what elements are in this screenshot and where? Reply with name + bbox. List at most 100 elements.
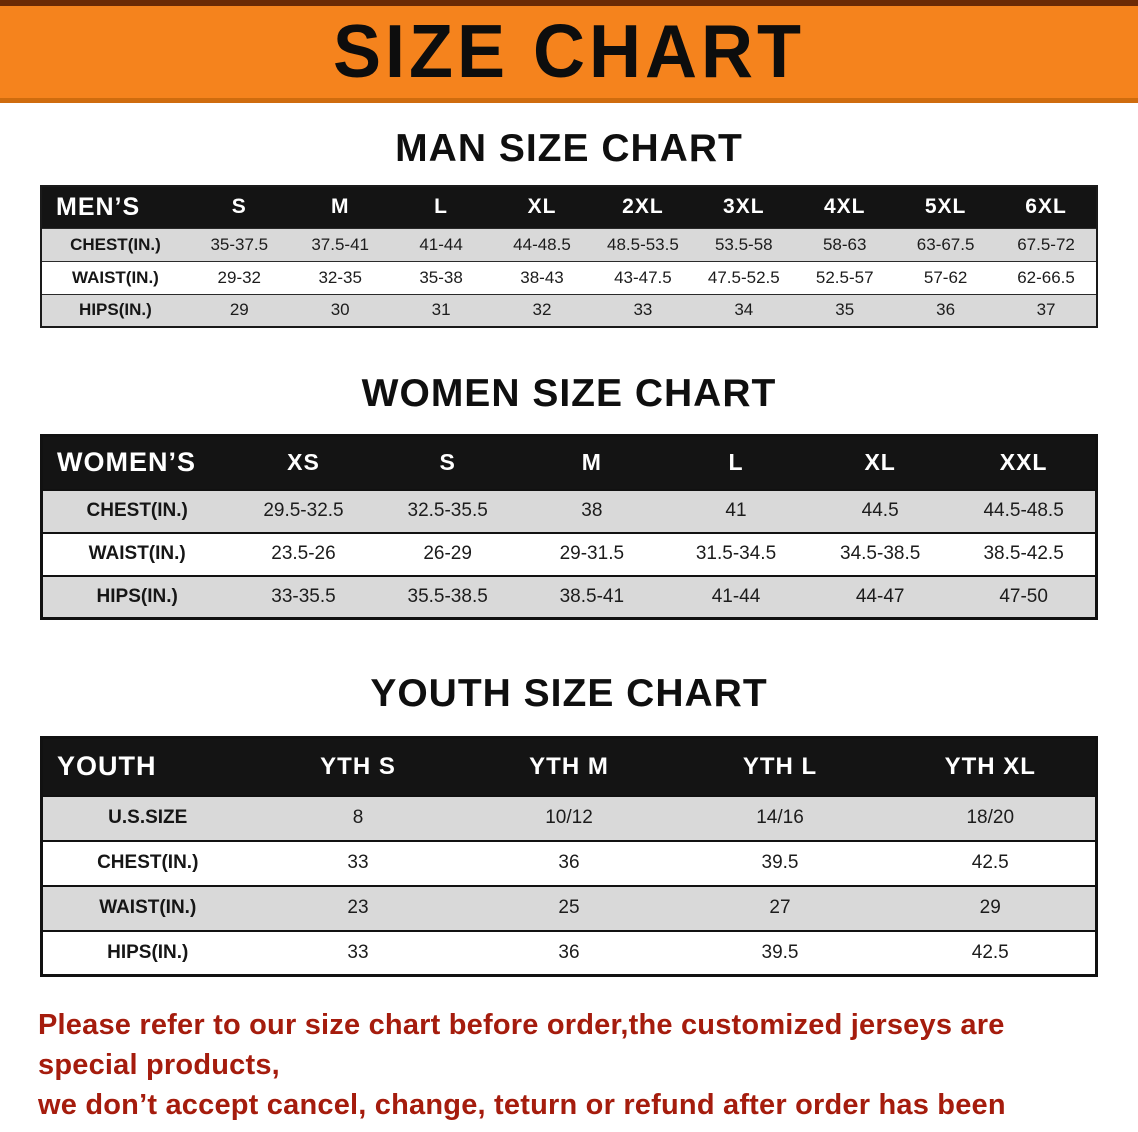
size-value-cell: 30: [330, 300, 350, 320]
size-column-header: L: [728, 449, 744, 476]
disclaimer-line-2: we don’t accept cancel, change, teturn o…: [38, 1089, 1006, 1132]
size-value-cell: 38: [581, 500, 603, 521]
size-value-cell: 44.5: [861, 500, 899, 521]
disclaimer: Please refer to our size chart before or…: [38, 1005, 1100, 1132]
size-value-cell: 31.5-34.5: [695, 543, 777, 564]
table-row: WAIST(IN.) 23.5-26 26-29 29-31.5 31.5-34.5 34…: [41, 532, 1097, 576]
size-value-cell: 63-67.5: [916, 234, 975, 254]
size-column-header: S: [231, 195, 247, 219]
table-row: HIPS(IN.) 33-35.5 35.5-38.5 38.5-41 41-44 44-…: [41, 575, 1097, 619]
table-row: CHEST(IN.) 35-37.5 37.5-41 41-44 44-48.5 48.5…: [41, 228, 1097, 261]
page-title: SIZE CHART: [333, 10, 805, 95]
row-label: CHEST(IN.): [97, 852, 199, 873]
sections-container: MAN SIZE CHART MEN’S S M L XL 2XL 3XL 4XL 5XL 6XL…: [0, 127, 1138, 977]
size-value-cell: 29-32: [217, 267, 262, 287]
size-value-cell: 23.5-26: [271, 543, 336, 564]
disclaimer-line-1: Please refer to our size chart before or…: [38, 1009, 1005, 1082]
size-value-cell: 37.5-41: [311, 234, 370, 254]
table-row: CHEST(IN.) 33 36 39.5 42.5: [41, 840, 1097, 886]
size-column-header: YTH S: [320, 752, 396, 780]
size-column-header: XL: [527, 195, 557, 219]
size-value-cell: 36: [936, 300, 956, 320]
size-value-cell: 8: [352, 807, 364, 828]
row-label: CHEST(IN.): [86, 500, 188, 521]
row-label: HIPS(IN.): [96, 585, 178, 607]
size-value-cell: 67.5-72: [1017, 234, 1075, 254]
size-value-cell: 31: [431, 300, 451, 320]
size-column-header: XS: [287, 449, 320, 476]
size-table: YOUTH YTH S YTH M YTH L YTH XL U.S.SIZE 8 10/1…: [40, 736, 1098, 977]
size-column-header: XXL: [999, 449, 1048, 476]
size-column-header: YTH L: [742, 752, 818, 780]
size-value-cell: 44.5-48.5: [983, 500, 1064, 521]
table-row: HIPS(IN.) 33 36 39.5 42.5: [41, 930, 1097, 976]
size-value-cell: 32-35: [318, 267, 362, 287]
size-value-cell: 34.5-38.5: [840, 543, 921, 564]
size-value-cell: 41-44: [711, 585, 761, 607]
row-label: HIPS(IN.): [107, 941, 189, 963]
size-value-cell: 42.5: [971, 941, 1009, 963]
size-table: MEN’S S M L XL 2XL 3XL 4XL 5XL 6XL CHEST(IN.) 35-3…: [40, 185, 1098, 328]
section-heading: WOMEN SIZE CHART: [361, 372, 777, 415]
size-value-cell: 32.5-35.5: [407, 500, 488, 521]
size-value-cell: 33: [347, 941, 369, 963]
size-value-cell: 36: [558, 852, 580, 873]
size-value-cell: 39.5: [761, 941, 799, 963]
size-column-header: L: [434, 195, 448, 219]
table-header-row: WOMEN’S XS S M L XL XXL: [41, 435, 1097, 490]
size-value-cell: 29: [979, 897, 1001, 918]
size-value-cell: 47-50: [999, 585, 1048, 607]
size-value-cell: 35-37.5: [210, 234, 269, 254]
size-value-cell: 52.5-57: [815, 267, 874, 287]
size-value-cell: 48.5-53.5: [606, 234, 679, 254]
size-value-cell: 10/12: [545, 807, 593, 828]
row-label: U.S.SIZE: [108, 807, 188, 828]
size-value-cell: 38.5-41: [559, 585, 625, 607]
row-label: HIPS(IN.): [79, 300, 152, 320]
table-row: WAIST(IN.) 29-32 32-35 35-38 38-43 43-47.5 47.…: [41, 261, 1097, 294]
table-title-cell: WOMEN’S: [57, 447, 196, 478]
table-row: HIPS(IN.) 29 30 31 32 33 34 35 36 37: [41, 294, 1097, 327]
size-value-cell: 23: [347, 897, 369, 918]
size-column-header: M: [581, 449, 602, 476]
size-value-cell: 14/16: [756, 807, 804, 828]
size-column-header: 4XL: [823, 195, 866, 219]
size-value-cell: 58-63: [822, 234, 867, 254]
size-table: WOMEN’S XS S M L XL XXL CHEST(IN.) 29.5-32.5 32.…: [40, 434, 1098, 620]
size-value-cell: 35.5-38.5: [407, 585, 488, 607]
size-value-cell: 35: [835, 300, 855, 320]
size-value-cell: 38.5-42.5: [983, 543, 1064, 564]
size-column-header: 3XL: [723, 195, 765, 219]
size-value-cell: 33-35.5: [271, 585, 336, 607]
size-value-cell: 37: [1036, 300, 1056, 320]
size-column-header: 2XL: [622, 195, 664, 219]
size-value-cell: 47.5-52.5: [707, 267, 780, 287]
row-label: WAIST(IN.): [71, 267, 159, 287]
size-value-cell: 41-44: [419, 234, 463, 254]
size-value-cell: 29-31.5: [559, 543, 625, 564]
size-column-header: YTH M: [529, 752, 609, 780]
size-value-cell: 57-62: [923, 267, 968, 287]
section-heading: YOUTH SIZE CHART: [370, 672, 768, 715]
size-value-cell: 42.5: [971, 852, 1009, 873]
table-header-row: YOUTH YTH S YTH M YTH L YTH XL: [41, 737, 1097, 796]
size-value-cell: 62-66.5: [1017, 267, 1075, 287]
size-value-cell: 38-43: [520, 267, 564, 287]
section-heading: MAN SIZE CHART: [395, 127, 743, 170]
size-value-cell: 29.5-32.5: [263, 500, 344, 521]
banner: SIZE CHART: [0, 0, 1138, 103]
size-column-header: S: [439, 449, 456, 476]
size-value-cell: 34: [734, 300, 754, 320]
size-value-cell: 41: [725, 500, 747, 521]
size-section-women: WOMEN SIZE CHART WOMEN’S XS S M L XL XXL CHEST…: [40, 372, 1098, 620]
size-value-cell: 53.5-58: [714, 234, 773, 254]
size-value-cell: 18/20: [966, 807, 1015, 828]
size-value-cell: 25: [558, 897, 580, 918]
row-label: WAIST(IN.): [88, 543, 186, 564]
size-value-cell: 39.5: [761, 852, 799, 873]
size-section-youth: YOUTH SIZE CHART YOUTH YTH S YTH M YTH L YTH…: [40, 672, 1098, 977]
size-value-cell: 44-47: [855, 585, 905, 607]
size-value-cell: 29: [229, 300, 249, 320]
table-title-cell: MEN’S: [56, 192, 141, 221]
